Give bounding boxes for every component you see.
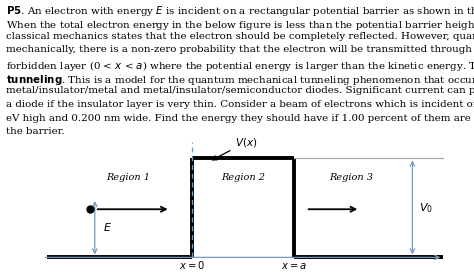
Text: eV high and 0.200 nm wide. Find the energy they should have if 1.00 percent of t: eV high and 0.200 nm wide. Find the ener… bbox=[6, 114, 474, 122]
Text: the barrier.: the barrier. bbox=[6, 127, 65, 136]
Text: metal/insulator/metal and metal/insulator/semiconductor diodes. Significant curr: metal/insulator/metal and metal/insulato… bbox=[6, 86, 474, 95]
Text: Region 3: Region 3 bbox=[329, 173, 373, 182]
Text: mechanically, there is a non-zero probability that the electron will be transmit: mechanically, there is a non-zero probab… bbox=[6, 45, 474, 54]
Text: $\mathbf{tunneling}$. This is a model for the quantum mechanical tunneling pheno: $\mathbf{tunneling}$. This is a model fo… bbox=[6, 73, 474, 86]
Text: $x=a$: $x=a$ bbox=[281, 261, 307, 271]
Text: Region 1: Region 1 bbox=[106, 173, 150, 182]
Text: $x=0$: $x=0$ bbox=[179, 259, 205, 271]
Text: classical mechanics states that the electron should be completely reflected. How: classical mechanics states that the elec… bbox=[6, 32, 474, 40]
Text: $E$: $E$ bbox=[103, 221, 112, 234]
Text: $V(x)$: $V(x)$ bbox=[212, 136, 258, 160]
Text: $V_0$: $V_0$ bbox=[419, 201, 434, 215]
Text: $\mathbf{P5}$. An electron with energy $E$ is incident on a rectangular potentia: $\mathbf{P5}$. An electron with energy $… bbox=[6, 4, 474, 18]
Text: When the total electron energy in the below figure is less than the potential ba: When the total electron energy in the be… bbox=[6, 18, 474, 32]
Text: forbidden layer (0 < $x$ < $a$) where the potential energy is larger than the ki: forbidden layer (0 < $x$ < $a$) where th… bbox=[6, 59, 474, 73]
Text: Region 2: Region 2 bbox=[221, 173, 265, 182]
Text: a diode if the insulator layer is very thin. Consider a beam of electrons which : a diode if the insulator layer is very t… bbox=[6, 100, 474, 109]
